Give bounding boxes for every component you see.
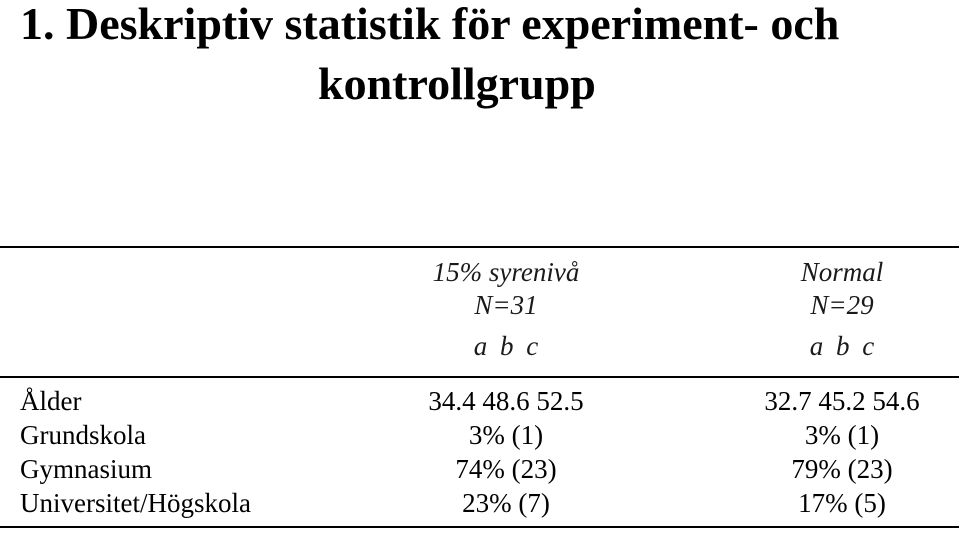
slide-title-line-1: 1. Deskriptiv statistik för experiment- …: [20, 0, 840, 49]
table-header-rule: [0, 376, 959, 378]
cell-control: 32.7 45.2 54.6: [764, 386, 920, 416]
cell-control: 3% (1): [804, 420, 880, 450]
row-label: Ålder: [20, 386, 82, 416]
table-bottom-rule: [0, 526, 959, 528]
column-header-experiment: 15% syrenivå N=31 a b c: [386, 256, 626, 363]
cell-control: 79% (23): [791, 454, 893, 484]
table-row-gymnasium: Gymnasium 74% (23) 79% (23): [0, 452, 959, 486]
table-row-universitet: Universitet/Högskola 23% (7) 17% (5): [0, 486, 959, 520]
cell-experiment: 3% (1): [468, 420, 544, 450]
row-label: Gymnasium: [20, 454, 152, 484]
row-label: Grundskola: [20, 420, 146, 450]
cell-experiment: 74% (23): [455, 454, 557, 484]
column-header-n: N=29: [810, 290, 874, 320]
column-header-name: 15% syrenivå: [432, 257, 580, 287]
slide-title: 1. Deskriptiv statistik för experiment- …: [0, 0, 959, 114]
column-header-n: N=31: [474, 290, 538, 320]
row-label: Universitet/Högskola: [20, 488, 251, 518]
column-header-control: Normal N=29 a b c: [722, 256, 959, 363]
column-header-name: Normal: [800, 257, 884, 287]
statistics-table: 15% syrenivå N=31 a b c Normal N=29 a b …: [0, 246, 959, 535]
table-top-rule: [0, 246, 959, 248]
cell-experiment: 34.4 48.6 52.5: [428, 386, 584, 416]
table-row-alder: Ålder 34.4 48.6 52.5 32.7 45.2 54.6: [0, 384, 959, 418]
cell-experiment: 23% (7): [462, 488, 550, 518]
cell-control: 17% (5): [798, 488, 886, 518]
column-header-subcols: a b c: [809, 331, 875, 361]
column-header-subcols: a b c: [473, 331, 539, 361]
table-row-grundskola: Grundskola 3% (1) 3% (1): [0, 418, 959, 452]
slide-title-line-2: kontrollgrupp: [318, 58, 596, 109]
